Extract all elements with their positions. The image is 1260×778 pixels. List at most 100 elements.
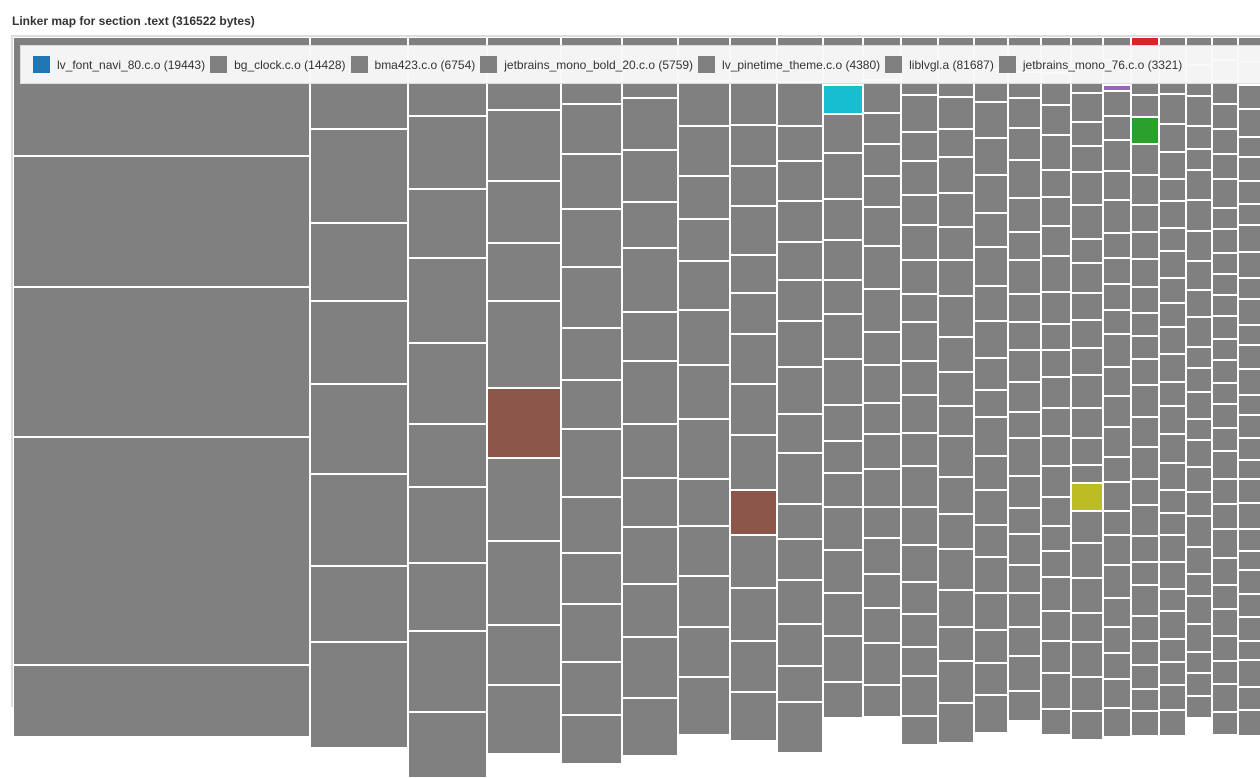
treemap-cell [408, 563, 487, 631]
treemap-cell [974, 286, 1008, 321]
treemap-cell [1131, 287, 1159, 313]
treemap-cell [1186, 696, 1212, 718]
treemap-cell [1071, 408, 1103, 438]
treemap-cell [1103, 708, 1131, 737]
treemap-cell [1041, 226, 1071, 256]
treemap-cell [1186, 516, 1212, 547]
treemap-cell [622, 312, 678, 361]
treemap-cell [1238, 570, 1260, 594]
treemap-cell [561, 328, 622, 380]
treemap-cell [1186, 596, 1212, 624]
treemap-cell [1186, 170, 1212, 200]
treemap-cell [777, 201, 823, 242]
treemap-cell [1103, 200, 1131, 233]
treemap-cell [1041, 497, 1071, 526]
treemap-cell [1212, 684, 1238, 712]
treemap-cell [1071, 172, 1103, 205]
treemap-cell [1008, 508, 1041, 534]
treemap-cell [1131, 95, 1159, 117]
treemap-cell [777, 321, 823, 367]
legend-swatch [480, 56, 498, 73]
treemap-cell [1186, 317, 1212, 347]
treemap-cell [1103, 535, 1131, 565]
treemap-cell [1071, 613, 1103, 642]
treemap-cell [622, 698, 678, 756]
treemap-cell [901, 582, 938, 614]
treemap-cell [1071, 677, 1103, 711]
treemap-cell [1212, 529, 1238, 558]
treemap-cell [974, 213, 1008, 247]
treemap-cell [310, 642, 408, 748]
treemap-cell [1041, 436, 1071, 466]
treemap-cell [1186, 149, 1212, 170]
treemap-cell [823, 314, 863, 359]
treemap-cell [1008, 322, 1041, 350]
treemap-cell [730, 206, 777, 255]
legend-swatch [33, 56, 50, 73]
treemap-cell [730, 384, 777, 435]
treemap-cell [730, 293, 777, 334]
treemap-cell [1008, 412, 1041, 438]
treemap-cell [1238, 369, 1260, 395]
treemap-cell [1238, 503, 1260, 529]
treemap-cell [1186, 261, 1212, 290]
legend-item: lv_font_navi_80.c.o (19443) [33, 56, 205, 73]
legend-swatch [698, 56, 716, 73]
treemap-cell [974, 593, 1008, 630]
treemap-cell [1103, 258, 1131, 284]
treemap-cell [777, 504, 823, 539]
treemap-cell [823, 405, 863, 441]
treemap-cell [1159, 463, 1186, 490]
treemap-cell [1212, 316, 1238, 339]
treemap-cell [1008, 382, 1041, 412]
treemap-cell [974, 557, 1008, 593]
treemap-cell [561, 267, 622, 328]
treemap-cell [938, 157, 974, 193]
treemap-cell [1212, 129, 1238, 154]
treemap-cell [1212, 609, 1238, 636]
treemap-cell [1186, 290, 1212, 317]
legend-label: lv_pinetime_theme.c.o (4380) [722, 57, 881, 72]
treemap-cell [730, 588, 777, 641]
treemap-cell [1238, 225, 1260, 252]
treemap-cell [561, 380, 622, 429]
treemap-cell [1131, 479, 1159, 505]
treemap-cell [901, 466, 938, 507]
treemap-cell [863, 608, 901, 643]
treemap-cell [1238, 325, 1260, 345]
treemap-cell [678, 81, 730, 126]
treemap-cell [1212, 585, 1238, 609]
treemap-cell [678, 526, 730, 576]
legend-label: liblvgl.a (81687) [909, 57, 994, 72]
treemap-cell [622, 584, 678, 637]
treemap-cell [863, 289, 901, 332]
treemap-cell [310, 301, 408, 384]
treemap-cell [1071, 642, 1103, 677]
treemap-cell [1131, 641, 1159, 665]
treemap-cell [1159, 278, 1186, 303]
treemap-cell [1212, 383, 1238, 404]
treemap-cell [1159, 124, 1186, 152]
treemap-cell [678, 419, 730, 479]
treemap-cell [1159, 327, 1186, 354]
treemap-cell [863, 469, 901, 507]
treemap-cell [823, 114, 863, 153]
treemap-cell [777, 702, 823, 753]
legend: lv_font_navi_80.c.o (19443) bg_clock.c.o … [20, 45, 1260, 84]
treemap-cell [1159, 354, 1186, 382]
treemap-cell [863, 176, 901, 207]
treemap-cell [938, 337, 974, 372]
treemap-cell [1041, 377, 1071, 408]
treemap-cell [408, 424, 487, 487]
treemap-cell [1131, 447, 1159, 479]
legend-swatch [210, 56, 228, 73]
treemap-cell [1212, 360, 1238, 383]
treemap-cell [1238, 109, 1260, 137]
treemap-cell [974, 390, 1008, 417]
treemap-cell [1041, 292, 1071, 324]
treemap-cell [1041, 577, 1071, 611]
treemap-cell [1071, 93, 1103, 122]
treemap-cell [678, 126, 730, 176]
legend-item: bg_clock.c.o (14428) [210, 56, 346, 73]
treemap-cell [678, 479, 730, 526]
